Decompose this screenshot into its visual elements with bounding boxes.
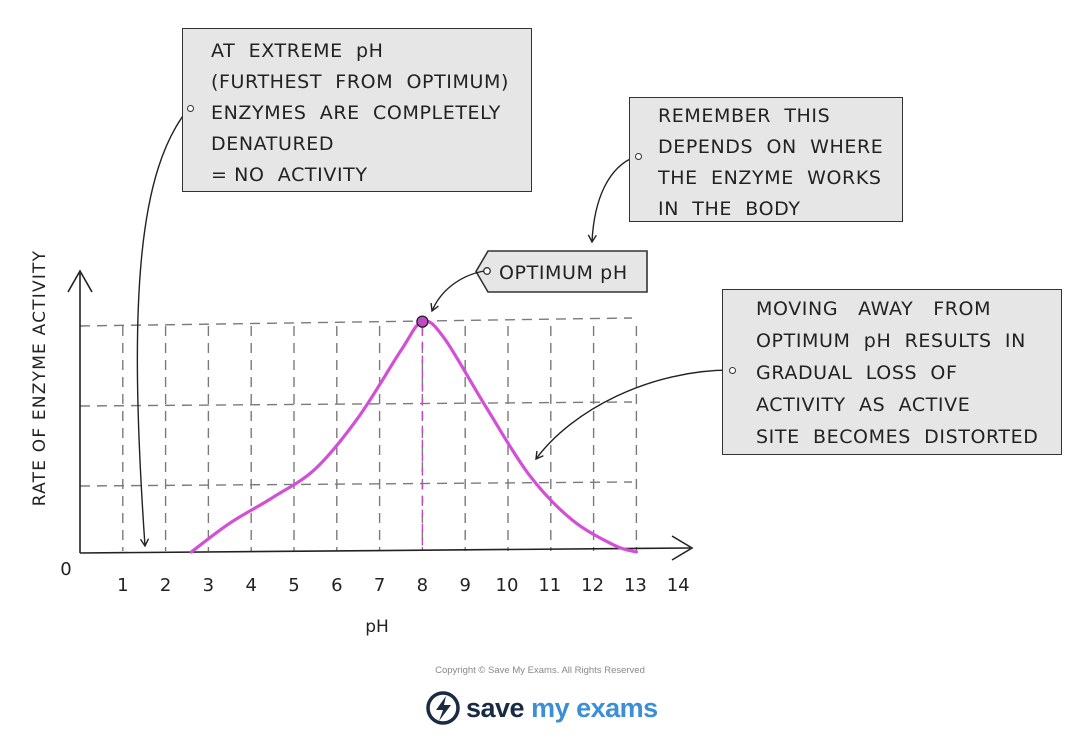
note-line: SITE BECOMES DISTORTED [756,426,1039,448]
y-axis-arrow [67,269,93,293]
note-line: ACTIVITY AS ACTIVE [756,394,971,416]
x-axis [79,547,691,554]
x-tick-label: 4 [245,575,256,596]
x-tick-label: 5 [288,575,299,596]
lightning-bolt-icon [426,691,460,725]
annotation-remember: REMEMBER THIS DEPENDS ON WHERE THE ENZYM… [629,97,903,222]
x-axis-arrow [671,535,694,561]
chart-grid [79,317,638,551]
note-line: IN THE BODY [658,198,801,220]
note-line: REMEMBER THIS [658,105,831,127]
remember-arrow [587,155,638,244]
x-axis-label: pH [365,617,389,637]
x-tick-label: 0 [60,559,71,580]
x-tick-label: 8 [417,575,428,596]
note-line: ENZYMES ARE COMPLETELY [211,102,502,124]
optimum-label-tag: OPTIMUM pH [475,250,648,293]
grid-line-horizontal [79,481,633,487]
x-tick-label: 1 [117,575,128,596]
activity-curve-layer [189,319,638,554]
note-line: OPTIMUM pH RESULTS IN [756,330,1026,352]
x-tick-label: 6 [331,575,342,596]
extreme-arrow [136,107,190,548]
x-tick-label: 13 [624,575,647,596]
pin-icon [635,153,642,160]
note-line: THE ENZYME WORKS [658,167,882,189]
x-tick-labels: 01 2 3 4 5 6 7 8 9 10 11 12 13 14 [60,559,689,596]
y-axis-label: RATE OF ENZYME ACTIVITY [30,250,50,506]
note-line: AT EXTREME pH [211,40,384,62]
brand-logo: save my exams [426,688,658,728]
optimum-point [416,315,429,328]
optimum-label-text: OPTIMUM pH [499,262,628,284]
annotation-extreme-ph: AT EXTREME pH (FURTHEST FROM OPTIMUM) EN… [182,28,532,192]
grid-line-horizontal [79,401,633,407]
x-tick-label: 10 [496,575,519,596]
pin-icon [187,105,194,112]
x-tick-label: 9 [459,575,470,596]
optimum-arrow [430,270,485,313]
x-tick-label: 3 [203,575,214,596]
x-tick-label: 14 [667,575,690,596]
note-line: DENATURED [211,133,335,155]
grid-line-horizontal [79,317,633,327]
note-line: (FURTHEST FROM OPTIMUM) [211,71,509,93]
note-line: = NO ACTIVITY [211,164,368,186]
x-tick-label: 11 [538,575,561,596]
note-line: GRADUAL LOSS OF [756,362,958,384]
x-tick-label: 7 [374,575,385,596]
annotation-moving-away: MOVING AWAY FROM OPTIMUM pH RESULTS IN G… [722,289,1062,455]
x-tick-label: 12 [581,575,604,596]
moving-arrow [535,369,732,461]
annotation-arrows [136,107,732,548]
chart-axes [67,269,694,561]
enzyme-activity-curve [189,319,638,554]
note-line: MOVING AWAY FROM [756,298,992,320]
x-tick-label: 2 [160,575,171,596]
note-line: DEPENDS ON WHERE [658,136,884,158]
copyright-text: Copyright © Save My Exams. All Rights Re… [435,665,645,676]
logo-wordmark: save my exams [466,692,658,723]
pin-icon [729,367,736,374]
